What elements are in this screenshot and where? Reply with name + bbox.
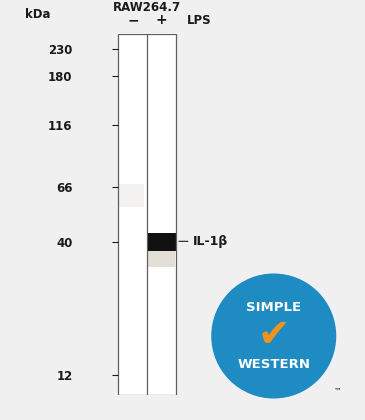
Text: RAW264.7: RAW264.7 <box>113 1 181 14</box>
Bar <box>118 34 176 395</box>
Bar <box>119 184 144 207</box>
Text: kDa: kDa <box>25 8 51 21</box>
Text: ™: ™ <box>334 386 342 396</box>
Bar <box>148 251 175 267</box>
Text: LPS: LPS <box>187 14 211 27</box>
Bar <box>118 34 176 395</box>
Text: SIMPLE: SIMPLE <box>246 301 301 314</box>
Text: +: + <box>156 13 168 27</box>
Text: ✔: ✔ <box>257 316 290 354</box>
Bar <box>147 233 176 251</box>
Text: IL-1β: IL-1β <box>193 235 228 248</box>
Text: WESTERN: WESTERN <box>237 358 310 371</box>
Circle shape <box>212 274 335 398</box>
Text: −: − <box>127 13 139 27</box>
